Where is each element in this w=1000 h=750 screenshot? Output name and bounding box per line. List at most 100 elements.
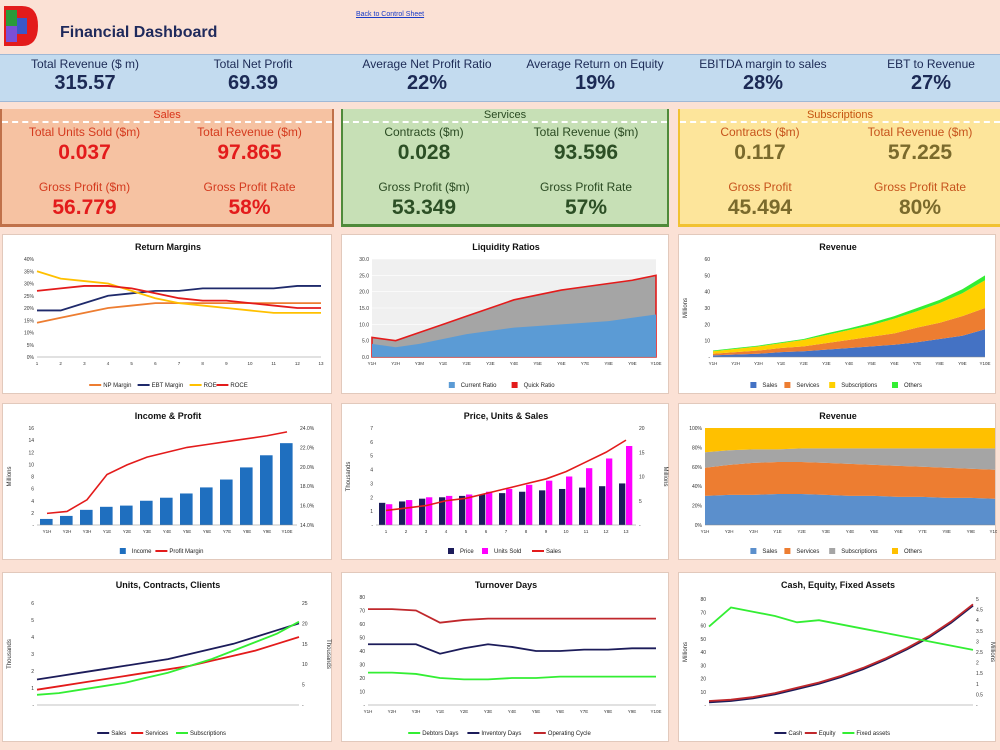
back-to-control-sheet-link[interactable]: Back to Control Sheet xyxy=(356,11,425,18)
y-tick-label: 10 xyxy=(359,690,365,696)
kpi-value: 22% xyxy=(406,72,448,94)
y2-axis-label: Thousands xyxy=(325,639,331,669)
legend-label-others: Others xyxy=(904,383,922,389)
series-line-equity xyxy=(708,603,974,702)
y-tick-label: 25% xyxy=(24,294,35,300)
x-tick-label: Y4E xyxy=(846,529,855,534)
kpi-label: Total Revenue ($ m) xyxy=(30,57,140,71)
cash-equity-fixed-assets-chart[interactable]: Cash, Equity, Fixed Assets - 10 20 30 40 50 60 7… xyxy=(678,572,996,742)
x-tick-label: 13 xyxy=(623,529,629,534)
legend-swatch-subscriptions xyxy=(829,382,836,388)
units-contracts-clients-chart[interactable]: Units, Contracts, Clients - 1 2 3 4 5 6 - 5 10 15 20… xyxy=(2,572,332,742)
y2-tick-label: 3 xyxy=(976,639,979,645)
legend-label-units-sold: Units Sold xyxy=(494,549,521,555)
y2-tick-label: 0.5 xyxy=(976,692,983,698)
liquidity-ratios-chart[interactable]: Liquidity Ratios 0.0 5.0 10.0 15.0 20.0 25.0 30… xyxy=(341,234,669,394)
bar-price xyxy=(419,498,426,525)
x-tick-label: 3 xyxy=(425,529,428,534)
x-tick-label: Y5E xyxy=(183,529,192,534)
x-tick-label: Y2H xyxy=(63,529,72,534)
kpi-label: EBITDA margin to sales xyxy=(699,57,827,71)
revenue-stacked-chart[interactable]: Revenue - 10 20 30 40 50 60 Millions Y1H Y2H Y3H Y1E… xyxy=(678,234,996,394)
y-tick-label: 30 xyxy=(359,663,365,669)
y-tick-label: 14 xyxy=(28,438,34,444)
y2-tick-label: 20.0% xyxy=(300,465,315,471)
y-tick-label: 12 xyxy=(28,450,34,456)
series-area-sales xyxy=(705,493,995,525)
bar-income xyxy=(180,493,193,525)
y2-axis-label: Millions xyxy=(662,466,668,486)
y-tick-label: 0% xyxy=(27,355,35,361)
company-logo xyxy=(2,4,40,48)
total-revenue-metric: Total Revenue ($m) 57.225 xyxy=(840,125,1000,165)
x-tick-label: 4 xyxy=(445,529,448,534)
x-tick-label: 5 xyxy=(130,361,133,366)
x-tick-label: Y10E xyxy=(989,529,997,534)
segment-title: Sales xyxy=(2,109,332,123)
turnover-days-chart[interactable]: Turnover Days - 10 20 30 40 50 60 70 80 Y1H Y2H Y3H Y… xyxy=(341,572,669,742)
y-tick-label: 60 xyxy=(700,624,706,630)
bar-units-sold xyxy=(526,484,533,525)
kpi-value: 27% xyxy=(910,72,952,94)
y-tick-label: 10% xyxy=(24,331,35,337)
x-tick-label: Y8E xyxy=(935,361,944,366)
x-tick-label: 6 xyxy=(154,361,157,366)
bar-price xyxy=(539,490,546,525)
y2-tick-label: 1 xyxy=(976,682,979,688)
income-profit-chart[interactable]: Income & Profit - 2 4 6 8 10 12 14 16 14.0% 16.0% 18… xyxy=(2,403,332,560)
chart-title: Return Margins xyxy=(135,242,201,252)
y-tick-label: 4 xyxy=(31,635,34,641)
x-tick-label: 7 xyxy=(178,361,181,366)
metric-value: 53.349 xyxy=(391,196,457,219)
x-tick-label: 12 xyxy=(603,529,609,534)
kpi-label: Average Net Profit Ratio xyxy=(362,57,492,71)
x-tick-label: 3 xyxy=(83,361,86,366)
x-tick-label: Y7E xyxy=(581,361,590,366)
kpi-value: 28% xyxy=(742,72,784,94)
y-tick-label: 1 xyxy=(370,509,373,515)
chart-title: Revenue xyxy=(819,411,857,421)
x-tick-label: 8 xyxy=(525,529,528,534)
y-tick-label: 40 xyxy=(700,650,706,656)
y-tick-label: 0.0 xyxy=(362,355,369,361)
x-tick-label: 1 xyxy=(385,529,388,534)
y-tick-label: 5% xyxy=(27,343,35,349)
y-tick-label: 50 xyxy=(700,637,706,643)
y-tick-label: 60 xyxy=(704,257,710,263)
y-tick-label: 4 xyxy=(370,468,373,474)
bar-price xyxy=(499,493,506,525)
return-margins-chart[interactable]: Return Margins 0% 5% 10% 15% 20% 25% 30% 35% 40% 1… xyxy=(2,234,332,394)
series-line-cash xyxy=(708,604,974,704)
x-tick-label: Y6E xyxy=(556,709,565,714)
bar-income xyxy=(280,443,293,525)
x-tick-label: Y2H xyxy=(388,709,397,714)
bar-units-sold xyxy=(446,495,453,525)
y-tick-label: 70 xyxy=(359,609,365,615)
bar-price xyxy=(579,487,586,525)
y-tick-label: 20 xyxy=(359,676,365,682)
bar-price xyxy=(599,486,606,525)
x-tick-label: Y3E xyxy=(486,361,495,366)
y-axis-label: Thousands xyxy=(346,462,352,492)
x-tick-label: Y3E xyxy=(484,709,493,714)
chart-title: Price, Units & Sales xyxy=(464,411,549,421)
legend-swatch-quick-ratio xyxy=(511,382,518,388)
series-area-others xyxy=(705,428,995,453)
series-line-debtors-days xyxy=(368,671,656,681)
series-area-services xyxy=(713,308,985,356)
y-tick-label: 30 xyxy=(704,306,710,312)
legend-label-sales: Sales xyxy=(111,731,126,737)
legend-label-profit-margin: Profit Margin xyxy=(169,549,203,555)
y-tick-label: 10.0 xyxy=(359,322,369,328)
x-tick-label: Y9E xyxy=(263,529,272,534)
x-tick-label: 12 xyxy=(295,361,301,366)
y-tick-label: 5 xyxy=(370,454,373,460)
contracts-metric: Contracts ($m) 0.028 xyxy=(343,125,505,165)
kpi-label: EBT to Revenue xyxy=(887,57,975,71)
x-tick-label: Y5E xyxy=(533,361,542,366)
revenue-share-chart[interactable]: Revenue 0% 20% 40% 60% 80% 100% Y1H Y2H Y3H Y1E Y2E… xyxy=(678,403,997,560)
bar-units-sold xyxy=(506,488,513,525)
y-tick-label: 25.0 xyxy=(359,273,369,279)
legend-swatch-price xyxy=(448,548,454,554)
price-units-sales-chart[interactable]: Price, Units & Sales -1 2 3 4 5 6 7-5 10 15 20 Thou… xyxy=(341,403,669,560)
